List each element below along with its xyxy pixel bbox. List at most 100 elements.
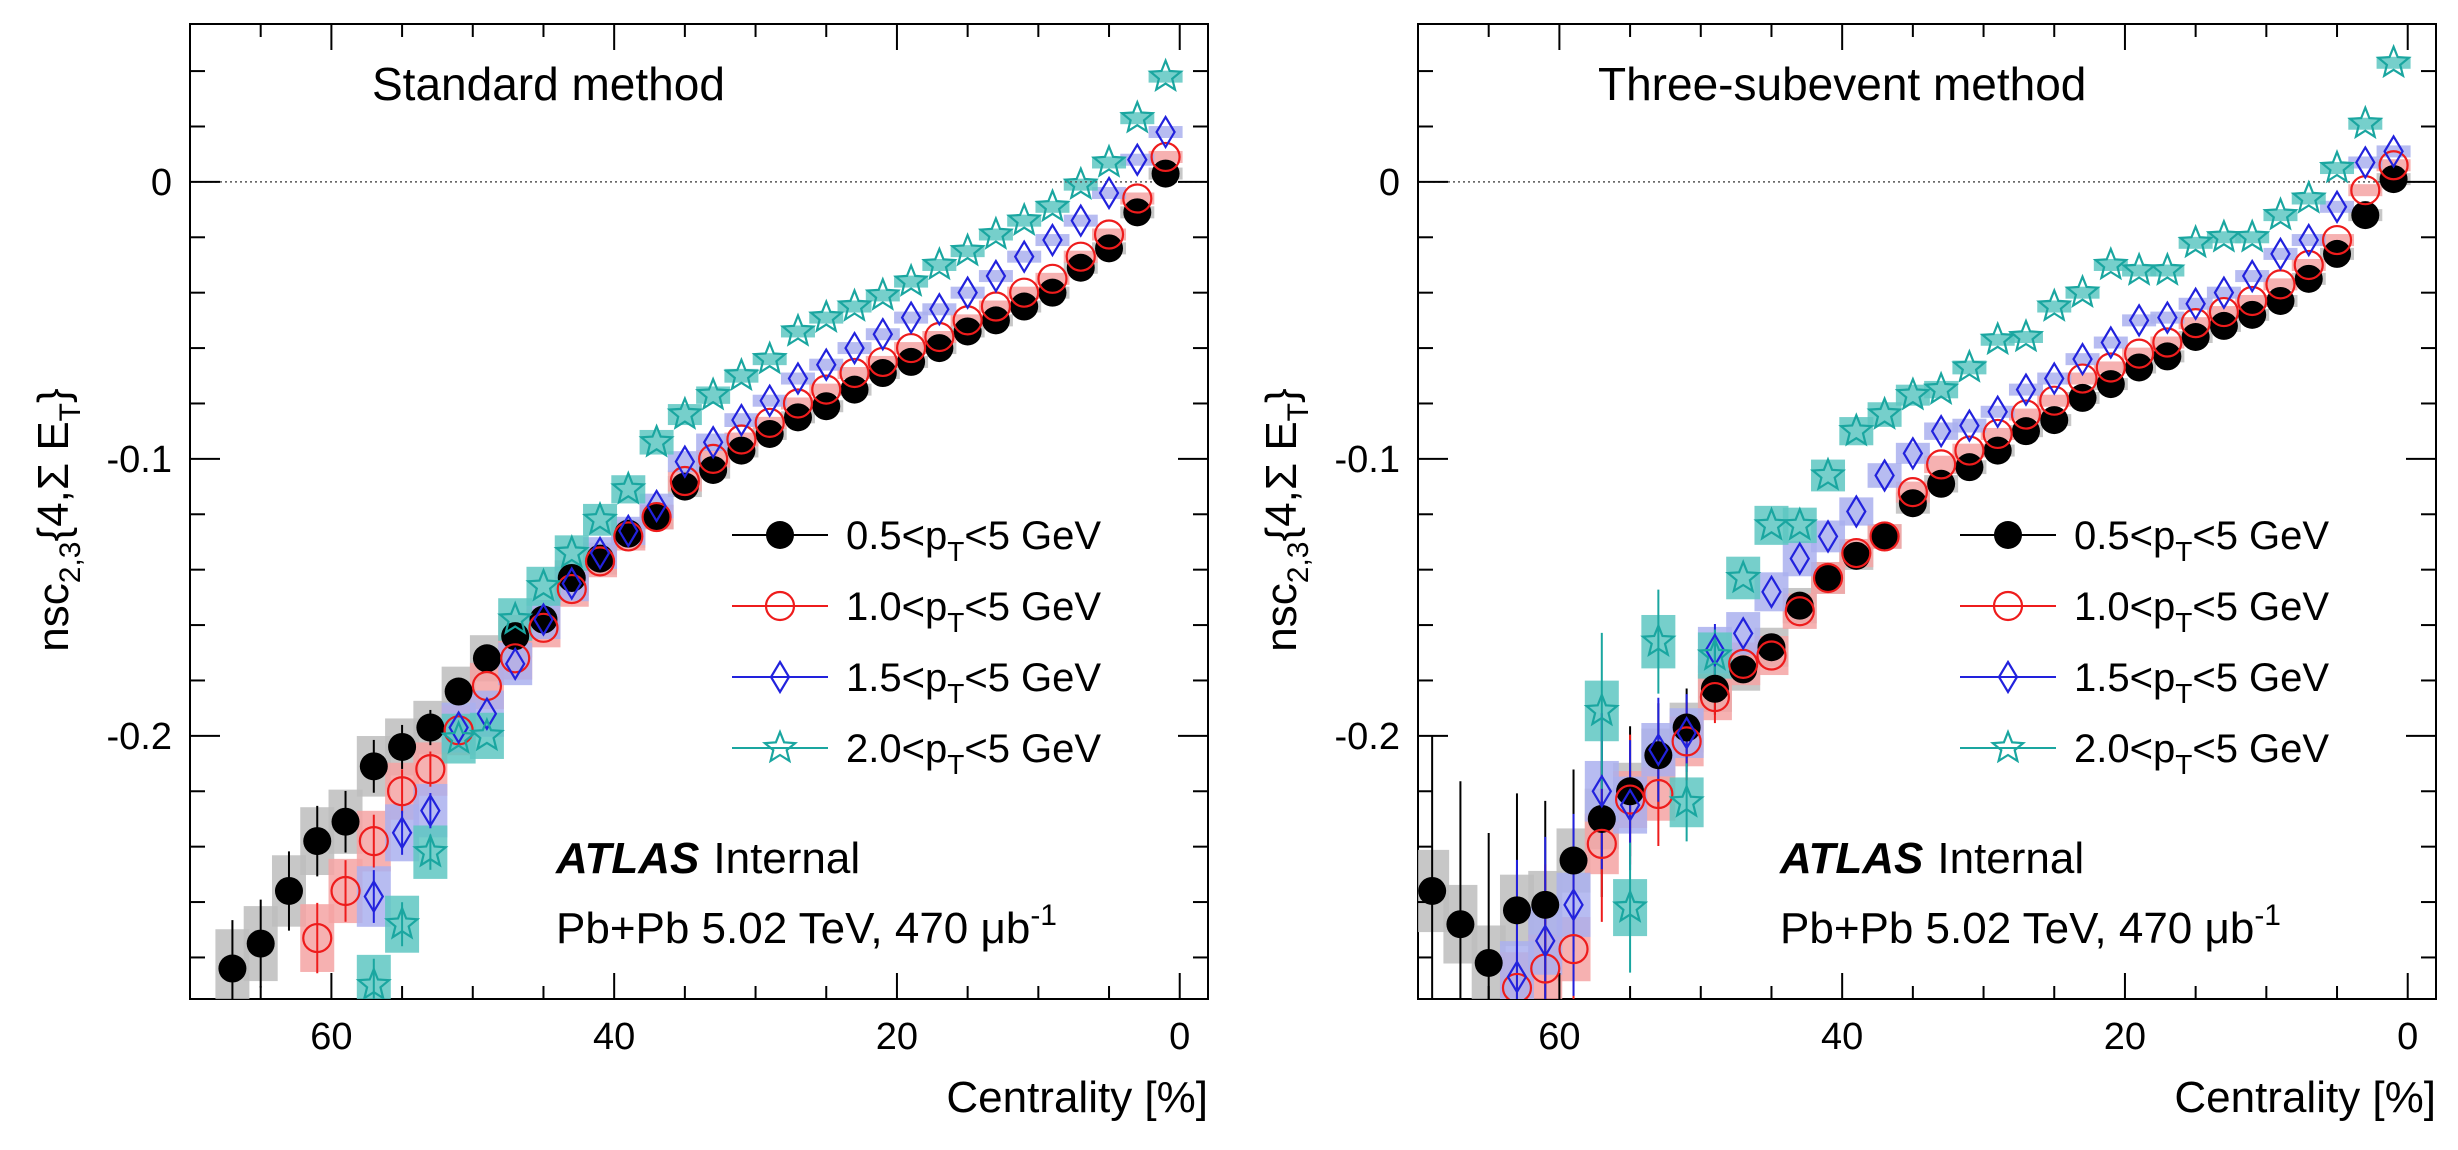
data-point — [1502, 896, 1531, 925]
data-point — [1506, 959, 1528, 994]
data-point — [1587, 804, 1616, 833]
data-point — [1955, 453, 1984, 482]
data-point — [1951, 348, 1988, 383]
ylabel-sub: 2,3 — [54, 542, 87, 584]
plot-frame-right — [1417, 23, 2437, 1000]
data-point — [1897, 477, 1928, 508]
data-point — [2096, 370, 2125, 399]
data-point — [358, 826, 389, 857]
systematic-box — [1092, 156, 1127, 169]
systematic-box — [922, 258, 957, 271]
atlas-label-three-subevent: ATLAS Internal — [1779, 834, 2084, 883]
data-point — [1704, 632, 1726, 668]
data-point — [1501, 972, 1533, 999]
data-point — [501, 622, 530, 651]
data-point — [2100, 325, 2122, 360]
data-point — [839, 357, 870, 389]
systematic-box — [780, 325, 815, 338]
data-point — [614, 519, 643, 548]
systematic-box — [837, 300, 872, 313]
data-point — [731, 402, 752, 438]
systematic-box — [865, 328, 900, 341]
data-point — [415, 753, 446, 785]
systematic-box — [2065, 353, 2100, 366]
legend-three-subevent: 0.5<pT<5 GeV 1.0<pT<5 GeV 1.5<pT<5 GeV 2.0<… — [1960, 514, 2329, 780]
data-point — [2205, 218, 2242, 253]
data-point — [1151, 159, 1180, 188]
systematic-box — [2037, 300, 2072, 313]
data-point — [868, 359, 897, 388]
data-point — [2355, 145, 2376, 180]
panel-standard: 60 40 20 0 0 -0.1 -0.2 Standard method nsc2,3{… — [29, 23, 1209, 1122]
data-point — [1098, 175, 1120, 211]
data-point — [589, 535, 611, 571]
systematic-box — [1007, 214, 1042, 227]
data-point — [386, 776, 418, 807]
data-point — [1065, 241, 1096, 272]
systematic-box — [2093, 361, 2128, 374]
systematic-box — [950, 286, 985, 299]
data-point — [893, 262, 930, 297]
legend-label: 1.0<pT<5 GeV — [2074, 585, 2329, 638]
data-point — [2383, 134, 2404, 169]
data-point — [468, 716, 505, 752]
ylabel-brace-sub: T — [54, 403, 87, 421]
atlas-label-standard: ATLAS Internal — [555, 834, 860, 883]
data-point — [561, 566, 583, 601]
data-point — [929, 292, 950, 327]
systematic-box — [667, 451, 702, 473]
systematic-box — [1120, 112, 1155, 125]
data-point — [949, 232, 986, 267]
data-point — [1619, 787, 1641, 823]
panel-three-subevent: 60 40 20 0 0 -0.1 -0.2 Three-subevent method n… — [1257, 23, 2437, 1122]
data-point — [1062, 165, 1099, 201]
data-point — [638, 423, 675, 458]
ylabel-brace-sub: T — [1282, 403, 1315, 421]
data-point — [2043, 361, 2065, 396]
data-point — [584, 546, 616, 577]
data-point — [1838, 412, 1875, 447]
legend-marker — [1994, 521, 2022, 549]
data-point — [1979, 320, 2016, 356]
systematic-box — [1035, 200, 1070, 213]
data-point — [2270, 236, 2291, 272]
data-point — [1954, 435, 1985, 466]
data-point — [2237, 285, 2268, 317]
data-point — [1643, 778, 1674, 810]
systematic-box — [2065, 372, 2100, 385]
data-point — [1446, 910, 1475, 939]
data-point — [613, 521, 644, 552]
data-point — [1987, 394, 2008, 429]
data-point — [581, 500, 618, 536]
systematic-box — [1980, 333, 2015, 346]
data-point — [641, 501, 672, 533]
systematic-box — [894, 311, 929, 324]
data-point — [811, 374, 842, 405]
data-point — [702, 425, 724, 460]
ylabel-brace: {4,Σ E — [1257, 421, 1306, 541]
data-point — [755, 419, 784, 448]
systematic-box — [1867, 463, 1902, 488]
systematic-box — [1811, 459, 1846, 492]
systematic-box — [2320, 200, 2355, 213]
data-point — [1812, 562, 1844, 594]
data-point — [1983, 436, 2012, 465]
legend-marker — [766, 521, 794, 549]
data-point — [618, 513, 639, 549]
data-point — [840, 375, 869, 404]
data-point — [302, 922, 333, 954]
data-point — [2326, 189, 2348, 224]
legend-marker — [1997, 659, 2019, 695]
data-point — [2185, 286, 2206, 321]
data-point — [1846, 494, 1867, 529]
data-point — [218, 954, 247, 983]
atlas-bold: ATLAS — [555, 834, 699, 883]
systematic-box — [1035, 234, 1070, 247]
data-point — [669, 465, 700, 497]
systematic-box — [1148, 70, 1183, 83]
data-point — [1676, 715, 1697, 751]
energy-label-three-subevent: Pb+Pb 5.02 TeV, 470 μb-1 — [1780, 899, 2281, 953]
legend-marker — [762, 729, 798, 764]
data-point — [416, 713, 445, 742]
